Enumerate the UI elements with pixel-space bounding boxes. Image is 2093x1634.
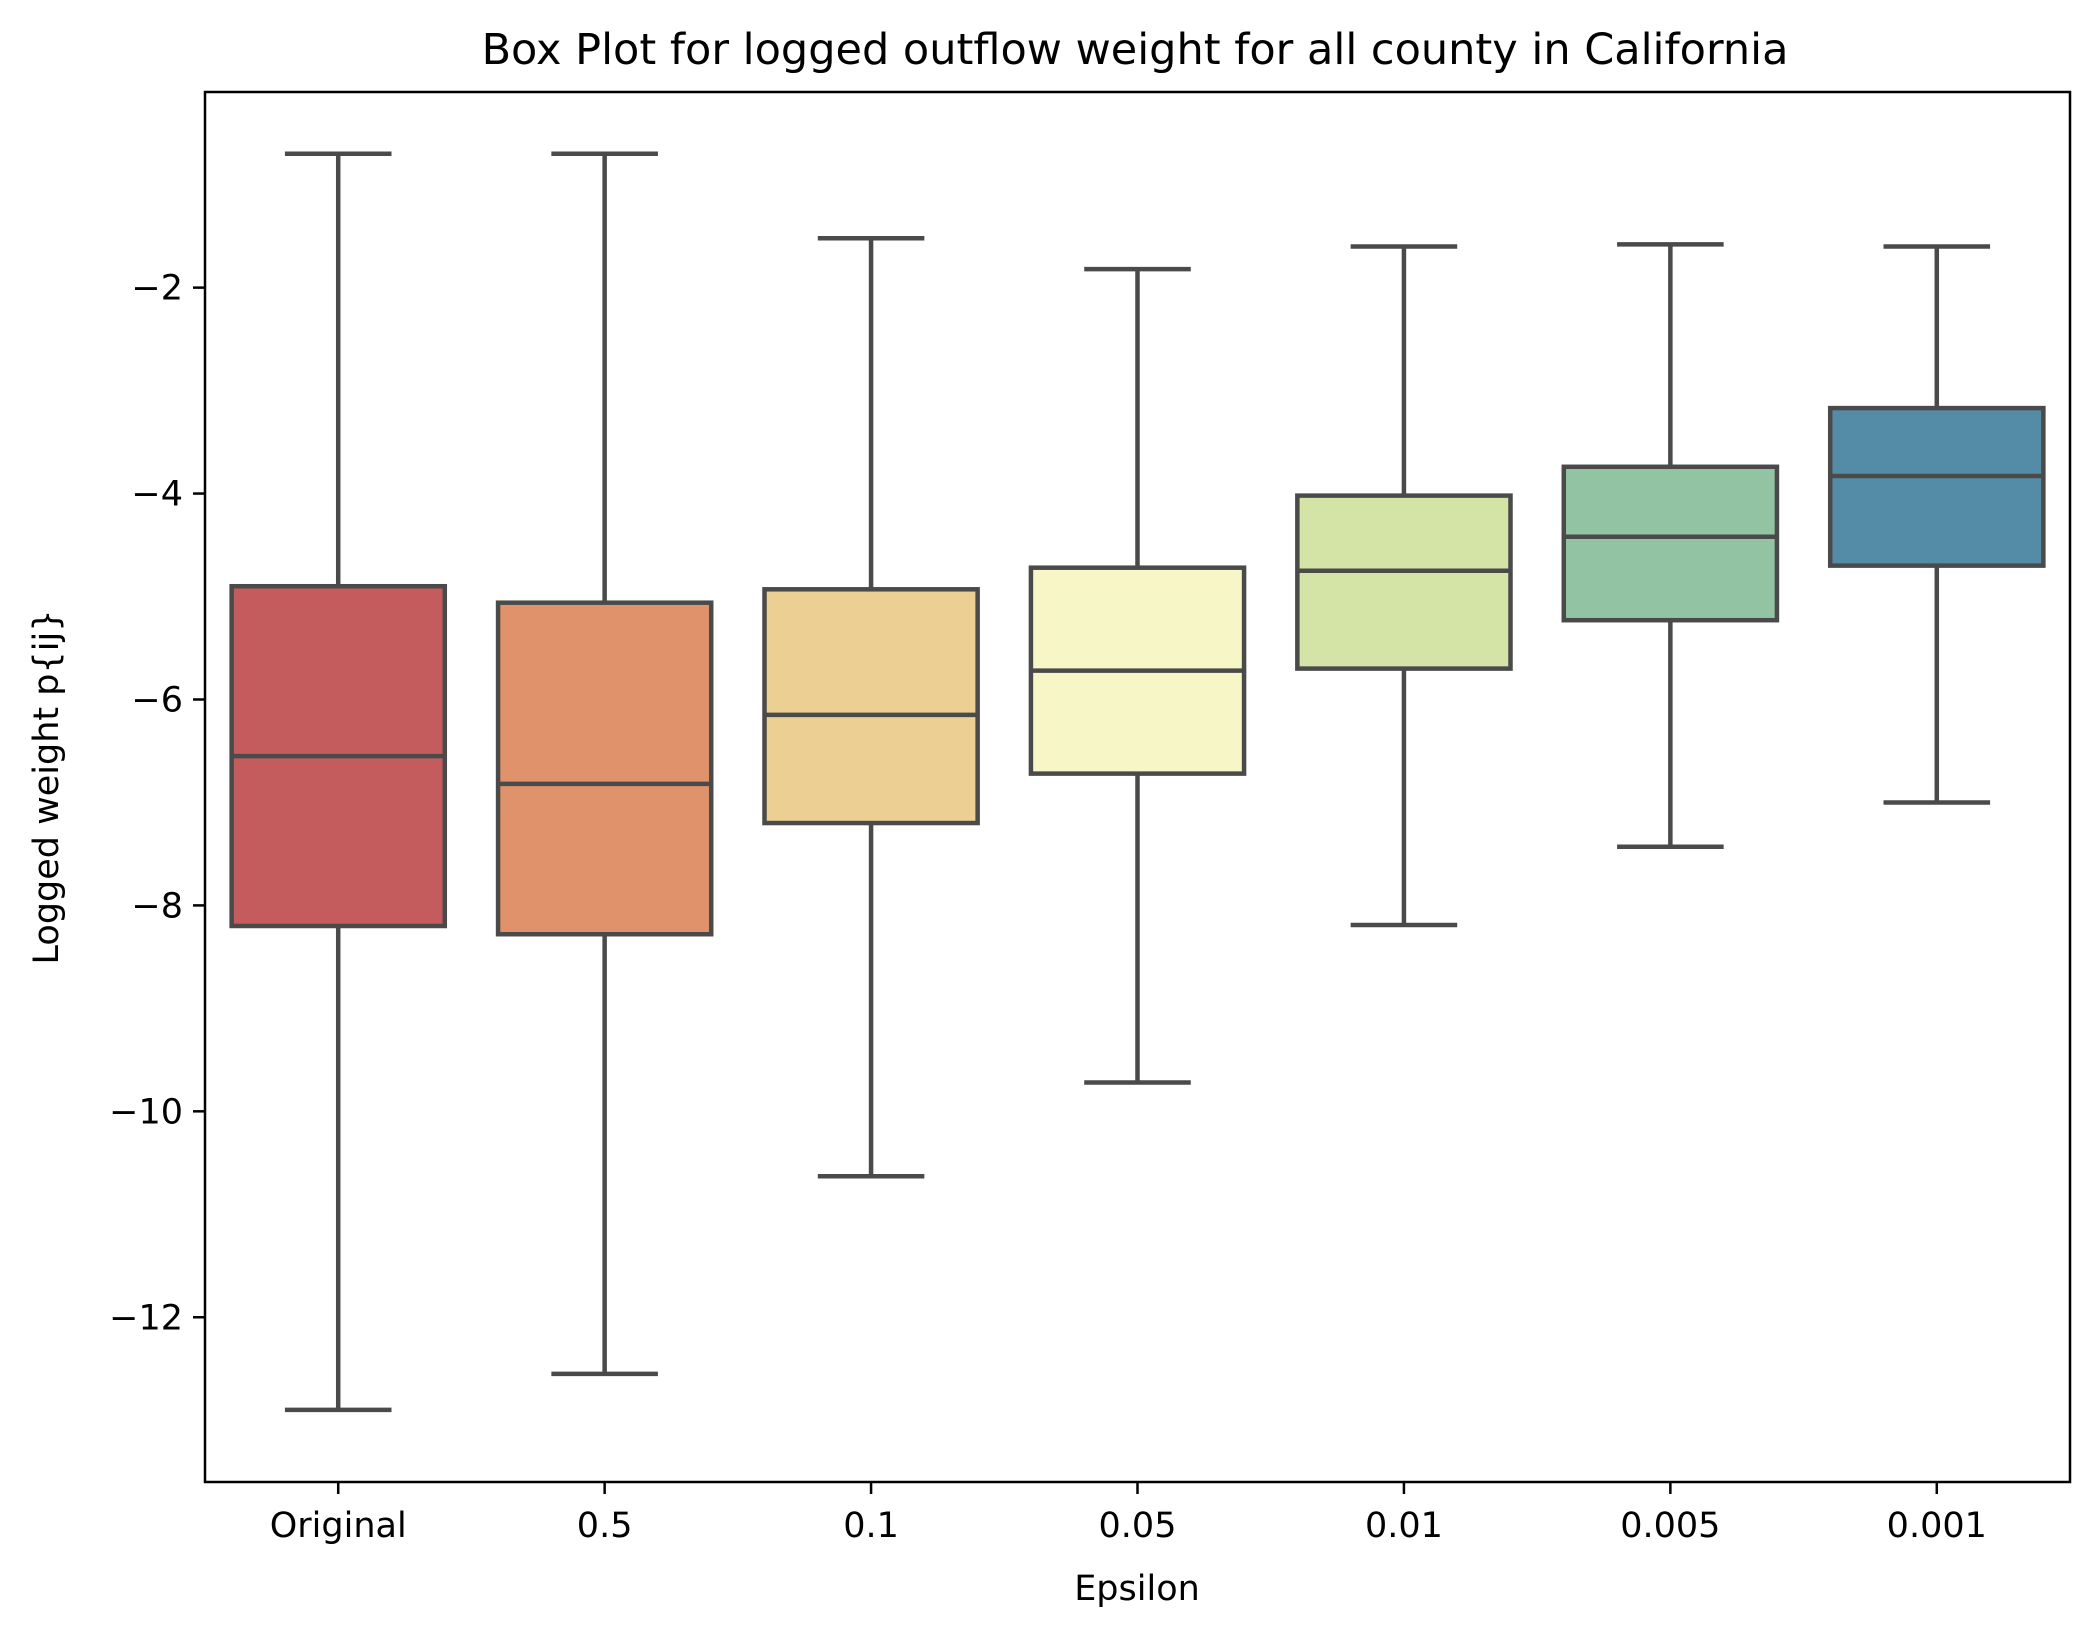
- x-tick-label: Original: [270, 1506, 407, 1546]
- box-group-Original: [229, 151, 448, 1413]
- iqr-box: [1827, 405, 2046, 568]
- y-tick-label: −8: [131, 886, 183, 926]
- box-group-0.01: [1295, 244, 1513, 928]
- axes: Original 0.5 0.1 0.05 0.01 0.005 0.001 −2 −4 −6 −8…: [109, 269, 1987, 1546]
- plot-area: [229, 151, 2046, 1413]
- box-group-0.1: [762, 235, 980, 1179]
- x-tick-label: 0.1: [843, 1506, 899, 1546]
- box-group-0.005: [1561, 242, 1780, 849]
- box-group-0.001: [1827, 244, 2046, 805]
- y-tick-label: −6: [131, 680, 183, 720]
- x-tick-label: 0.5: [577, 1506, 633, 1546]
- chart-title: Box Plot for logged outflow weight for a…: [482, 25, 1789, 75]
- iqr-box: [495, 600, 714, 937]
- iqr-box: [762, 587, 980, 826]
- box-group-0.05: [1028, 266, 1247, 1085]
- x-axis-label: Epsilon: [1074, 1569, 1200, 1609]
- y-axis-label: Logged weight p{ij}: [27, 610, 67, 965]
- iqr-box: [1561, 464, 1780, 623]
- x-tick-label: 0.001: [1887, 1506, 1987, 1546]
- x-tick-label: 0.05: [1099, 1506, 1177, 1546]
- y-tick-label: −10: [109, 1092, 183, 1132]
- y-tick-label: −2: [131, 269, 183, 309]
- y-tick-label: −4: [131, 475, 183, 515]
- x-tick-label: 0.005: [1620, 1506, 1720, 1546]
- iqr-box: [1295, 493, 1513, 671]
- x-tick-label: 0.01: [1365, 1506, 1443, 1546]
- y-tick-label: −12: [109, 1298, 183, 1338]
- box-group-0.5: [495, 151, 714, 1377]
